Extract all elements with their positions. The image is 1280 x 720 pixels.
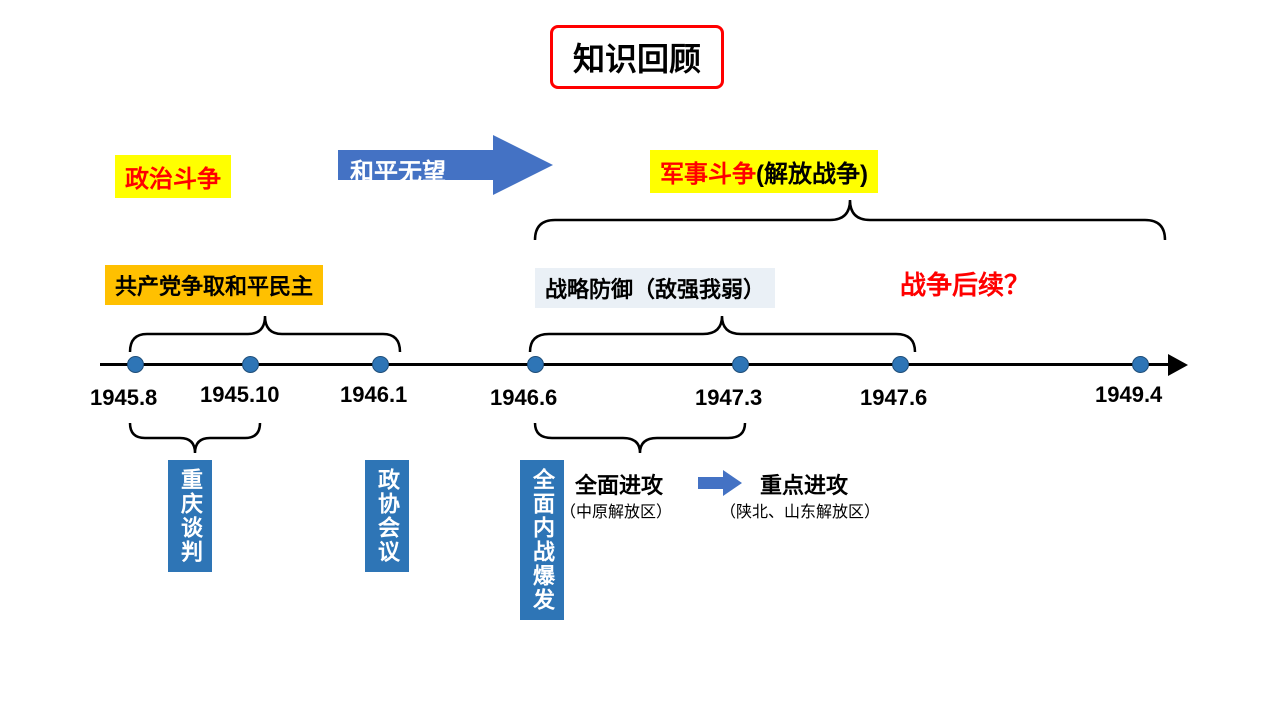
dot-1	[127, 356, 144, 373]
cpc-label: 共产党争取和平民主	[105, 265, 323, 305]
dot-4	[527, 356, 544, 373]
defense-text: 战略防御（敌强我弱）	[545, 277, 765, 302]
brace-defense	[525, 310, 920, 355]
dot-5	[732, 356, 749, 373]
cpc-text: 共产党争取和平民主	[115, 274, 313, 299]
political-struggle-label: 政治斗争	[115, 155, 231, 198]
event-civil-war: 全面内战爆发	[520, 460, 564, 620]
dot-3	[372, 356, 389, 373]
event-war-text: 全面内战爆发	[530, 468, 555, 612]
timeline-arrow	[1168, 354, 1188, 376]
date-4: 1946.6	[490, 385, 557, 411]
brace-chongqing	[120, 420, 270, 460]
peace-text: 和平无望	[350, 159, 446, 186]
full-attack-sub: （中原解放区）	[560, 498, 672, 522]
date-7: 1949.4	[1095, 382, 1162, 408]
defense-label: 战略防御（敌强我弱）	[535, 268, 775, 308]
brace-attacks	[525, 420, 755, 460]
date-1: 1945.8	[90, 385, 157, 411]
event-chongqing: 重庆谈判	[168, 460, 212, 572]
brace-military	[530, 195, 1170, 245]
continue-label: 战争后续？	[900, 265, 1030, 302]
military-suffix: (解放战争)	[756, 161, 868, 188]
dot-6	[892, 356, 909, 373]
event-chongqing-text: 重庆谈判	[178, 468, 203, 564]
key-attack-sub: （陕北、山东解放区）	[720, 498, 880, 522]
date-6: 1947.6	[860, 385, 927, 411]
title-text: 知识回顾	[573, 41, 701, 77]
dot-7	[1132, 356, 1149, 373]
political-text: 政治斗争	[125, 166, 221, 193]
dot-2	[242, 356, 259, 373]
military-prefix: 军事斗争	[660, 161, 756, 188]
date-5: 1947.3	[695, 385, 762, 411]
brace-cpc	[125, 310, 405, 355]
continue-text: 战争后续？	[900, 270, 1030, 300]
military-struggle-label: 军事斗争(解放战争)	[650, 150, 878, 193]
date-3: 1946.1	[340, 382, 407, 408]
date-2: 1945.10	[200, 382, 280, 408]
attack-arrow-icon	[698, 470, 743, 496]
peace-arrow-label: 和平无望	[350, 152, 446, 187]
event-cppcc: 政协会议	[365, 460, 409, 572]
title-box: 知识回顾	[550, 25, 724, 89]
key-attack-title: 重点进攻	[760, 468, 848, 500]
full-attack-title: 全面进攻	[575, 468, 663, 500]
event-cppcc-text: 政协会议	[375, 468, 400, 564]
timeline-line	[100, 363, 1170, 366]
